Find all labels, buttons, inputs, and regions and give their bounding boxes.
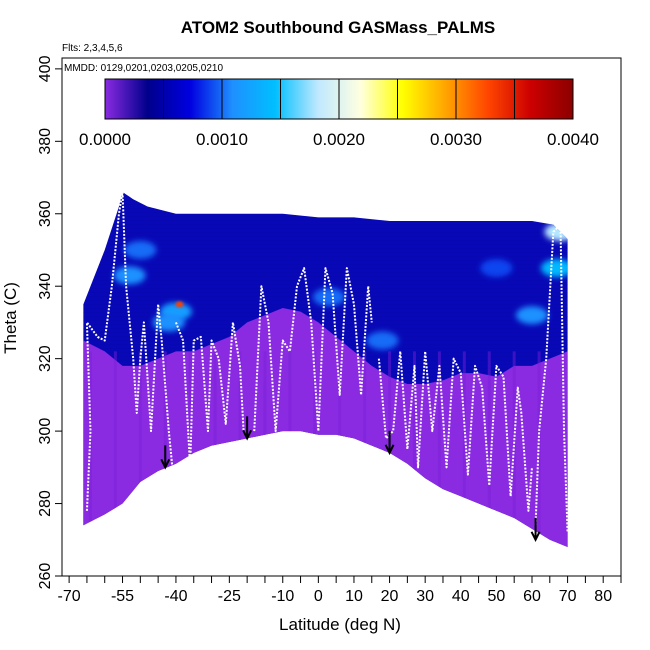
y-tick-label: 360 — [37, 200, 54, 227]
y-tick-label: 300 — [37, 418, 54, 445]
bright-region — [113, 266, 146, 285]
y-axis-label: Theta (C) — [1, 282, 20, 354]
colorbar-label: 0.0030 — [430, 130, 482, 149]
arrow-markers — [160, 416, 541, 543]
colorbar: 0.0000 0.0010 0.0020 0.0030 0.0040 — [79, 78, 599, 149]
colorbar-label: 0.0000 — [79, 130, 131, 149]
bright-region — [515, 306, 548, 325]
bright-region — [313, 288, 346, 307]
x-tick-label: 50 — [487, 588, 505, 605]
arrow-head — [242, 429, 253, 441]
x-tick-label: 10 — [345, 588, 363, 605]
flight-track — [85, 191, 174, 511]
dates-subtitle: MMDD: 0129,0201,0203,0205,0210 — [64, 63, 223, 74]
y-tick-label: 320 — [37, 345, 54, 372]
flight-track — [377, 350, 533, 512]
colorbar-label: 0.0010 — [196, 130, 248, 149]
flight-track — [253, 267, 373, 433]
y-tick-label: 340 — [37, 273, 54, 300]
colorbar-labels: 0.0000 0.0010 0.0020 0.0030 0.0040 — [79, 130, 599, 149]
x-tick-label: 60 — [523, 588, 541, 605]
flight-track — [534, 223, 569, 533]
bright-region — [124, 240, 157, 259]
arrow-head — [384, 444, 395, 456]
bright-region — [480, 259, 513, 278]
x-tick-label: -10 — [271, 588, 294, 605]
x-tick-label: 70 — [559, 588, 577, 605]
bright-region — [540, 259, 568, 278]
y-tick-label: 380 — [37, 128, 54, 155]
x-tick-label: -40 — [164, 588, 187, 605]
x-tick-label: -25 — [218, 588, 241, 605]
x-tick-label: 80 — [594, 588, 612, 605]
x-tick-label: 40 — [452, 588, 470, 605]
bright-region — [175, 301, 184, 308]
flight-tracks — [85, 191, 569, 533]
flight-track — [175, 321, 245, 469]
x-tick-label: 0 — [314, 588, 323, 605]
colorbar-label: 0.0020 — [313, 130, 365, 149]
x-tick-label: -55 — [111, 588, 134, 605]
y-tick-label: 280 — [37, 490, 54, 517]
colorbar-ticks — [163, 79, 515, 119]
arrow-head — [530, 531, 541, 543]
x-tick-label: -70 — [58, 588, 81, 605]
colorbar-label: 0.0040 — [547, 130, 599, 149]
x-tick-label: 20 — [381, 588, 399, 605]
arrow-head — [160, 458, 171, 470]
x-axis-label: Latitude (deg N) — [279, 615, 401, 634]
x-axis: -70 -55 -40 -25 -10 0 10 20 30 40 50 60 70 80 — [58, 575, 622, 605]
x-tick-label: 30 — [416, 588, 434, 605]
bright-region — [366, 331, 399, 350]
flights-subtitle: Flts: 2,3,4,5,6 — [62, 43, 123, 54]
y-axis: 260 280 300 320 340 360 380 400 — [37, 55, 62, 589]
y-tick-label: 260 — [37, 563, 54, 590]
chart-title: ATOM2 Southbound GASMass_PALMS — [181, 18, 496, 37]
y-tick-label: 400 — [37, 55, 54, 82]
bright-region — [544, 222, 568, 241]
